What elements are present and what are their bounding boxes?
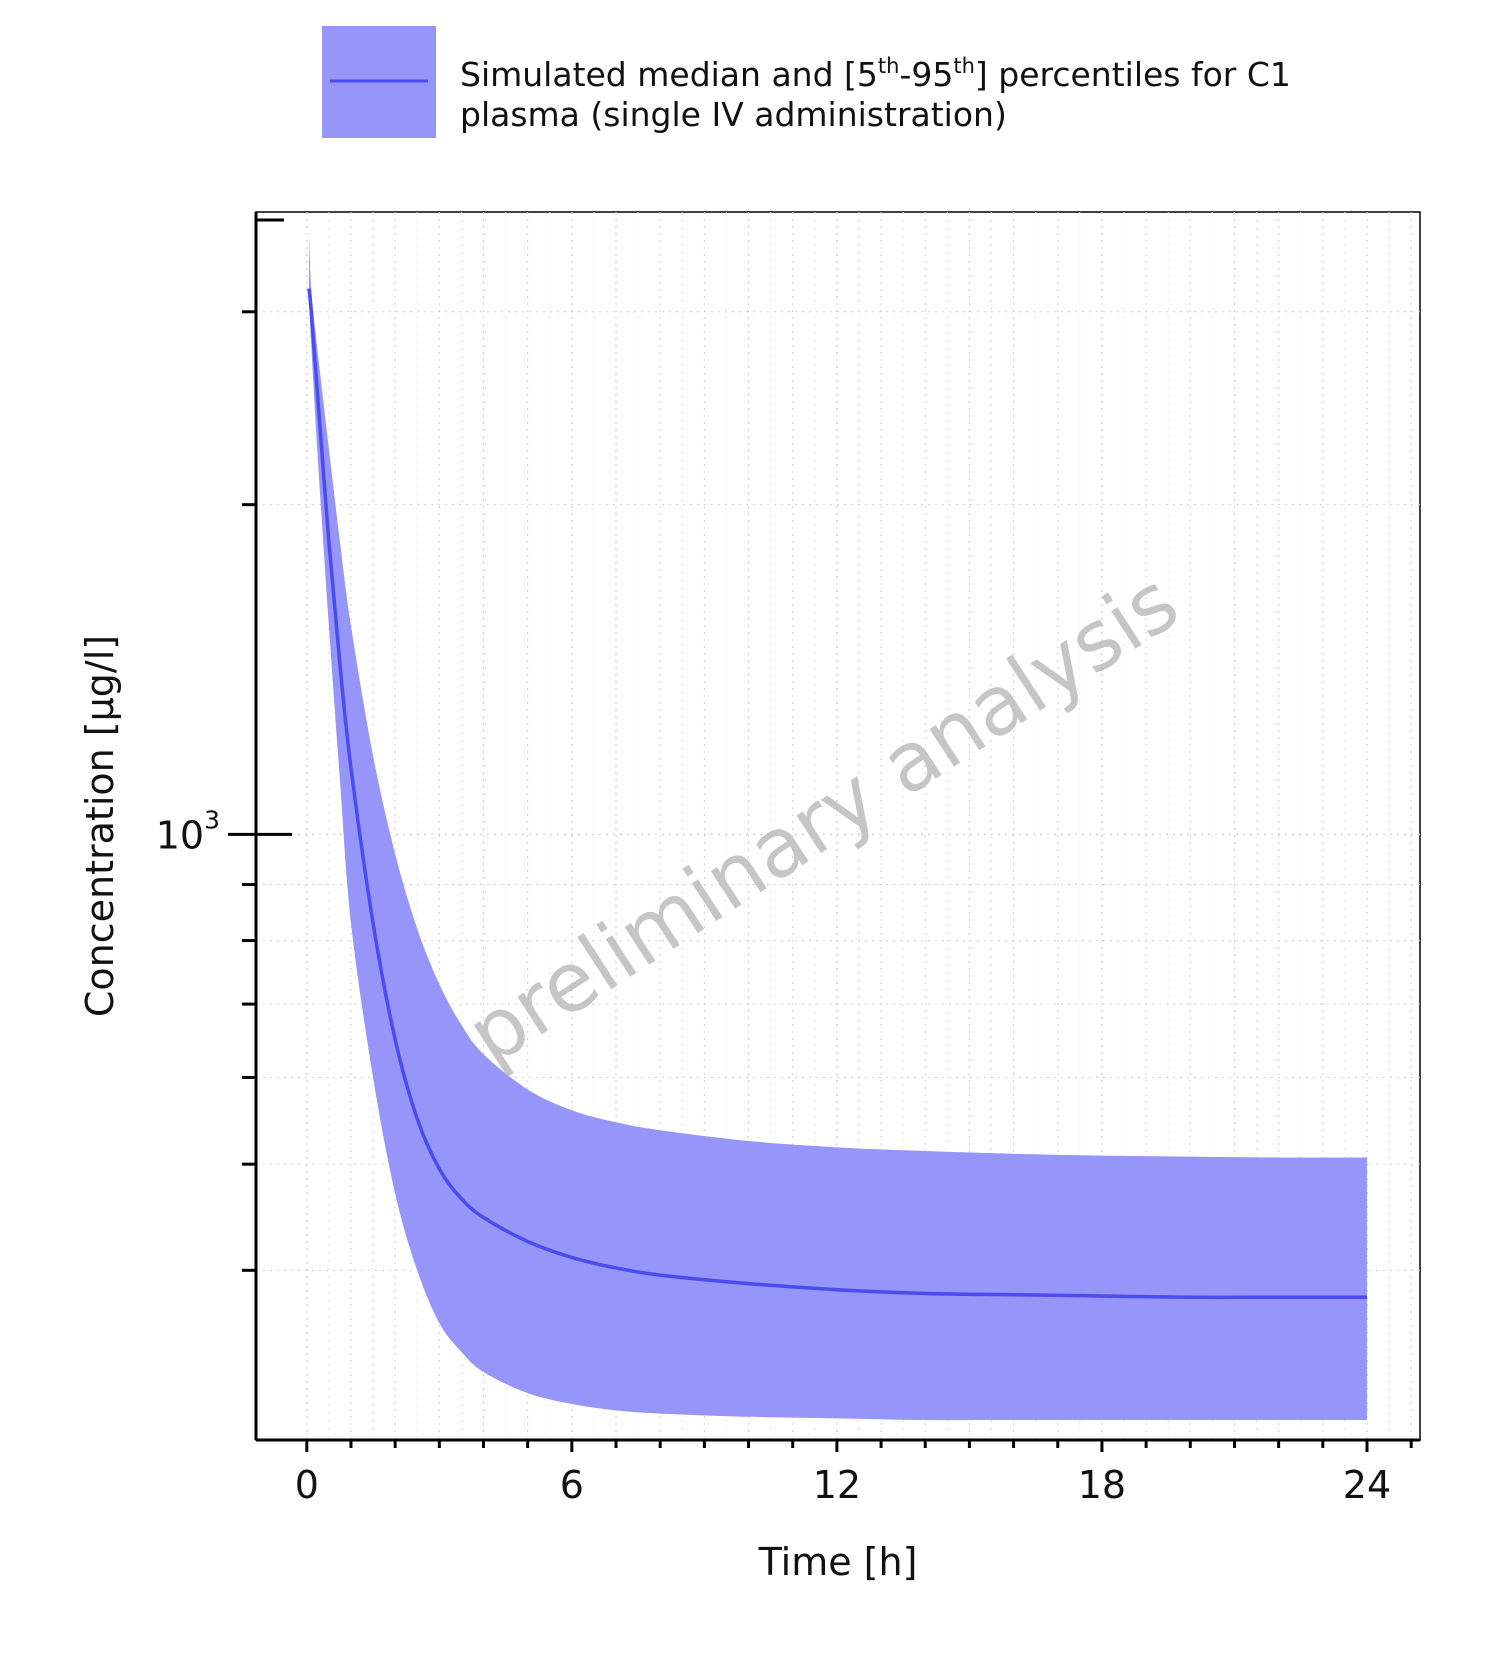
y-tick-label: 103 [156, 805, 220, 857]
x-tick-label: 0 [295, 1463, 319, 1507]
y-axis-label: Concentration [µg/l] [78, 635, 122, 1017]
x-tick-label: 24 [1343, 1463, 1391, 1507]
legend-label-line2: plasma (single IV administration) [460, 95, 1007, 134]
x-tick-label: 12 [813, 1463, 861, 1507]
percentile-band-area [309, 231, 1367, 1421]
legend-label-line1: Simulated median and [5th-95th] percenti… [460, 54, 1291, 94]
x-axis-label: Time [h] [758, 1540, 918, 1584]
x-tick-label: 18 [1078, 1463, 1126, 1507]
median-curve [307, 288, 1367, 1300]
percentile-band [309, 231, 1367, 1421]
median-line [307, 288, 1367, 1300]
x-tick-label: 6 [560, 1463, 584, 1507]
y-axis-ticks: 103 [156, 218, 292, 1272]
legend: Simulated median and [5th-95th] percenti… [322, 26, 1291, 138]
x-axis-ticks: 0 6 12 18 24 [295, 1440, 1413, 1507]
